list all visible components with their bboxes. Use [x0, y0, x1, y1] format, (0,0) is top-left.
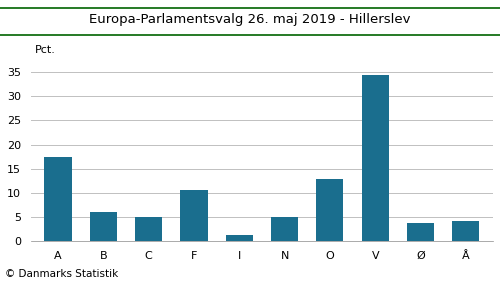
Bar — [407, 223, 434, 241]
Bar — [452, 221, 479, 241]
Bar — [226, 235, 253, 241]
Text: Pct.: Pct. — [36, 45, 56, 55]
Bar — [90, 212, 117, 241]
Text: © Danmarks Statistik: © Danmarks Statistik — [5, 269, 118, 279]
Bar — [316, 179, 344, 241]
Bar — [362, 75, 389, 241]
Bar — [180, 190, 208, 241]
Text: Europa-Parlamentsvalg 26. maj 2019 - Hillerslev: Europa-Parlamentsvalg 26. maj 2019 - Hil… — [89, 13, 411, 26]
Bar — [44, 157, 72, 241]
Bar — [271, 217, 298, 241]
Bar — [135, 217, 162, 241]
